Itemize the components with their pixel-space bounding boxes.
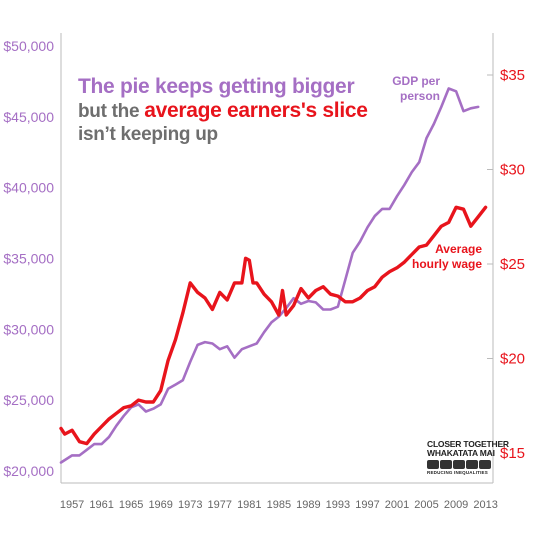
y-right-tick-label: $25 [500,256,525,273]
logo-line-1: CLOSER TOGETHER [427,439,509,449]
y-right-tick-label: $35 [500,67,525,84]
logo-mark-icon [427,460,493,469]
x-tick-label: 2009 [444,499,468,511]
x-tick-label: 2005 [414,499,438,511]
x-tick-label: 1993 [326,499,350,511]
gdp-series-label: GDP per person [392,74,440,103]
headline-line-2-accent: average earners's slice [144,99,368,122]
x-tick-label: 1969 [148,499,172,511]
wage-series-label: Average hourly wage [411,242,482,271]
x-tick-label: 1961 [89,499,113,511]
y-left-tick-label: $35,000 [3,251,54,267]
x-tick-label: 1985 [267,499,291,511]
headline-line-1: The pie keeps getting bigger [78,75,355,98]
series-layer [59,87,488,464]
x-tick-label: 1977 [208,499,232,511]
y-left-tick-label: $40,000 [3,180,54,196]
x-tick-label: 2013 [473,499,497,511]
y-right-tick-label: $30 [500,162,525,179]
y-left-tick-label: $20,000 [3,463,54,479]
chart-headline: The pie keeps getting bigger but the ave… [78,74,368,146]
closer-together-logo: CLOSER TOGETHER WHAKATATA MAI REDUCING I… [427,439,509,475]
x-tick-label: 1973 [178,499,202,511]
x-tick-label: 1957 [60,499,84,511]
y-left-tick-label: $30,000 [3,321,54,337]
y-left-tick-label: $50,000 [3,38,54,54]
y-left-tick-label: $25,000 [3,392,54,408]
x-tick-label: 1989 [296,499,320,511]
y-right-tick-label: $20 [500,351,525,368]
y-left-tick-label: $45,000 [3,109,54,125]
average-hourly-wage-line [59,205,488,446]
headline-line-2: but the average earners's slice [78,99,368,123]
x-tick-label: 1997 [355,499,379,511]
x-axis-ticks: 1957 1961 1965 1969 1973 1977 1981 1985 1989 1993… [60,499,498,511]
x-tick-label: 2001 [385,499,409,511]
left-axis-ticks: $20,000 $25,000 $30,000 $35,000 $40,000 $45,0… [3,38,54,479]
right-axis-ticks: $15 $20 $25 $30 $35 [487,67,525,462]
x-tick-label: 1965 [119,499,143,511]
logo-line-3: REDUCING INEQUALITIES [427,470,488,475]
y-right-tick-label: $15 [500,445,525,462]
x-tick-label: 1981 [237,499,261,511]
headline-line-3: isn’t keeping up [78,124,218,145]
logo-line-2: WHAKATATA MAI [427,448,495,458]
gdp-per-person-line [59,87,480,464]
headline-line-2-prefix: but the [78,101,145,122]
